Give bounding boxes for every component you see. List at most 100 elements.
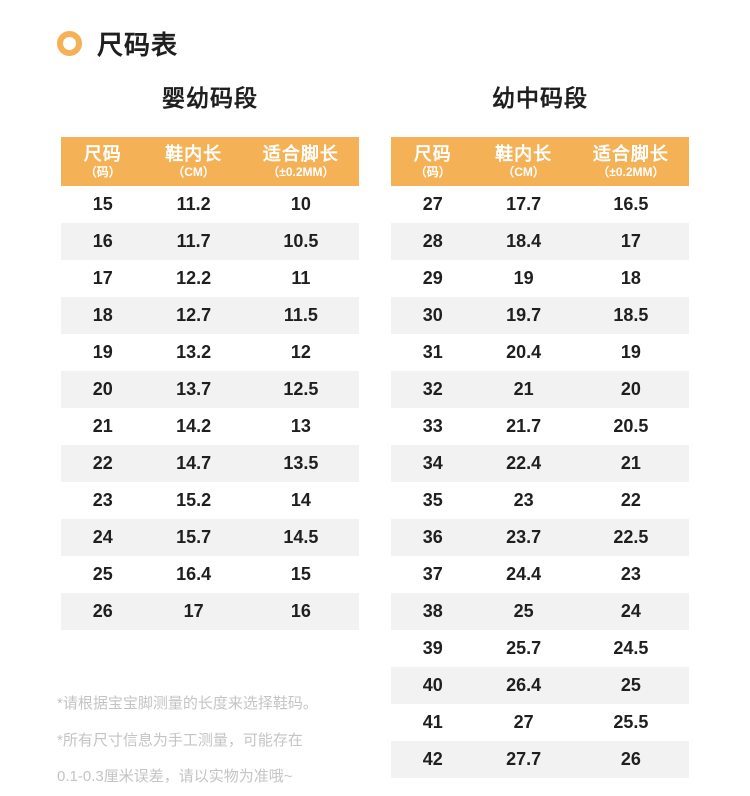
table-row: 30 19.7 18.5 xyxy=(391,297,689,334)
header-cell-inner-length: 鞋内长 （CM） xyxy=(144,144,242,180)
table-cell: 18.5 xyxy=(613,305,649,325)
table-cell: 21.7 xyxy=(506,416,542,436)
table-cell: 16.4 xyxy=(176,564,212,584)
table-cell: 26 xyxy=(92,601,113,621)
table-cell: 13.2 xyxy=(176,342,212,362)
table-cell: 21 xyxy=(620,453,641,473)
table-body: 15 11.2 10 16 11.7 10.5 17 12.2 11 18 12.7 11.5 19 13… xyxy=(61,186,359,630)
table-cell: 21 xyxy=(92,416,113,436)
table-cell: 17.7 xyxy=(506,194,542,214)
table-cell: 25 xyxy=(620,675,641,695)
table-row: 41 27 25.5 xyxy=(391,704,689,741)
table-row: 17 12.2 11 xyxy=(61,260,359,297)
table-cell: 18 xyxy=(620,268,641,288)
table-cell: 19 xyxy=(513,268,534,288)
table-cell: 18 xyxy=(92,305,113,325)
table-cell: 15 xyxy=(92,194,113,214)
table-row: 23 15.2 14 xyxy=(61,482,359,519)
table-cell: 15.7 xyxy=(176,527,212,547)
header-sublabel: （CM） xyxy=(502,164,545,179)
table-cell: 25.7 xyxy=(506,638,542,658)
table-cell: 40 xyxy=(422,675,443,695)
header-label: 鞋内长 xyxy=(495,143,553,164)
table-cell: 23 xyxy=(92,490,113,510)
table-cell: 20 xyxy=(92,379,113,399)
table-cell: 33 xyxy=(422,416,443,436)
header-cell-size: 尺码 （码） xyxy=(391,144,474,180)
header-label: 适合脚长 xyxy=(592,143,669,164)
header-sublabel: （码） xyxy=(414,164,451,179)
table-cell: 10 xyxy=(290,194,311,214)
ring-bullet-icon xyxy=(57,31,82,56)
table-row: 26 17 16 xyxy=(61,593,359,630)
table-row: 24 15.7 14.5 xyxy=(61,519,359,556)
header-sublabel: （CM） xyxy=(172,164,215,179)
table-cell: 30 xyxy=(422,305,443,325)
table-cell: 24 xyxy=(620,601,641,621)
table-cell: 17 xyxy=(183,601,204,621)
table-cell: 12.7 xyxy=(176,305,212,325)
table-cell: 35 xyxy=(422,490,443,510)
table-row: 18 12.7 11.5 xyxy=(61,297,359,334)
footnote-line: 0.1-0.3厘米误差，请以实物为准哦~ xyxy=(57,768,293,785)
table-cell: 24.5 xyxy=(613,638,649,658)
table-cell: 28 xyxy=(422,231,443,251)
table-cell: 25 xyxy=(92,564,113,584)
header-sublabel: （码） xyxy=(84,164,121,179)
table-cell: 23 xyxy=(620,564,641,584)
table-row: 31 20.4 19 xyxy=(391,334,689,371)
table-row: 32 21 20 xyxy=(391,371,689,408)
table-cell: 26.4 xyxy=(506,675,542,695)
table-cell: 20 xyxy=(620,379,641,399)
table-cell: 23.7 xyxy=(506,527,542,547)
table-row: 19 13.2 12 xyxy=(61,334,359,371)
page-title: 尺码表 xyxy=(97,30,179,60)
table-cell: 31 xyxy=(422,342,443,362)
size-table-youth: 幼中码段 尺码 （码） 鞋内长 （CM） 适合脚长 （±0.2MM） 27 17.… xyxy=(391,84,689,778)
table-cell: 19 xyxy=(92,342,113,362)
table-row: 39 25.7 24.5 xyxy=(391,630,689,667)
table-cell: 11.2 xyxy=(176,194,211,214)
table-cell: 12 xyxy=(290,342,311,362)
table-cell: 16 xyxy=(290,601,311,621)
table-cell: 26 xyxy=(620,749,641,769)
table-cell: 14.7 xyxy=(176,453,212,473)
table-row: 34 22.4 21 xyxy=(391,445,689,482)
table-cell: 10.5 xyxy=(283,231,319,251)
table-cell: 15 xyxy=(290,564,311,584)
table-cell: 22.5 xyxy=(613,527,649,547)
table-cell: 38 xyxy=(422,601,443,621)
table-caption: 婴幼码段 xyxy=(162,85,258,111)
table-cell: 19.7 xyxy=(506,305,542,325)
table-cell: 34 xyxy=(422,453,443,473)
table-cell: 37 xyxy=(422,564,443,584)
table-cell: 19 xyxy=(620,342,641,362)
table-row: 21 14.2 13 xyxy=(61,408,359,445)
table-row: 16 11.7 10.5 xyxy=(61,223,359,260)
header-cell-inner-length: 鞋内长 （CM） xyxy=(474,144,572,180)
table-cell: 13 xyxy=(290,416,311,436)
table-cell: 20.5 xyxy=(613,416,649,436)
table-row: 42 27.7 26 xyxy=(391,741,689,778)
table-cell: 23 xyxy=(513,490,534,510)
table-header: 尺码 （码） 鞋内长 （CM） 适合脚长 （±0.2MM） xyxy=(391,137,689,186)
table-cell: 20.4 xyxy=(506,342,542,362)
header-label: 适合脚长 xyxy=(262,143,339,164)
table-row: 22 14.7 13.5 xyxy=(61,445,359,482)
table-cell: 16 xyxy=(92,231,113,251)
header-label: 尺码 xyxy=(83,143,122,164)
size-table-infant: 婴幼码段 尺码 （码） 鞋内长 （CM） 适合脚长 （±0.2MM） 15 11.… xyxy=(61,84,359,630)
table-cell: 27.7 xyxy=(506,749,542,769)
header-sublabel: （±0.2MM） xyxy=(597,164,665,179)
table-cell: 42 xyxy=(422,749,443,769)
table-cell: 13.7 xyxy=(176,379,212,399)
table-cell: 17 xyxy=(92,268,113,288)
table-cell: 29 xyxy=(422,268,443,288)
footnotes: *请根据宝宝脚测量的长度来选择鞋码。 *所有尺寸信息为手工测量，可能存在 0.1… xyxy=(57,686,318,796)
table-cell: 21 xyxy=(513,379,534,399)
table-cell: 11 xyxy=(291,268,311,288)
footnote-line: *请根据宝宝脚测量的长度来选择鞋码。 xyxy=(57,695,318,712)
table-cell: 14.5 xyxy=(283,527,319,547)
table-cell: 11.7 xyxy=(176,231,211,251)
table-row: 36 23.7 22.5 xyxy=(391,519,689,556)
